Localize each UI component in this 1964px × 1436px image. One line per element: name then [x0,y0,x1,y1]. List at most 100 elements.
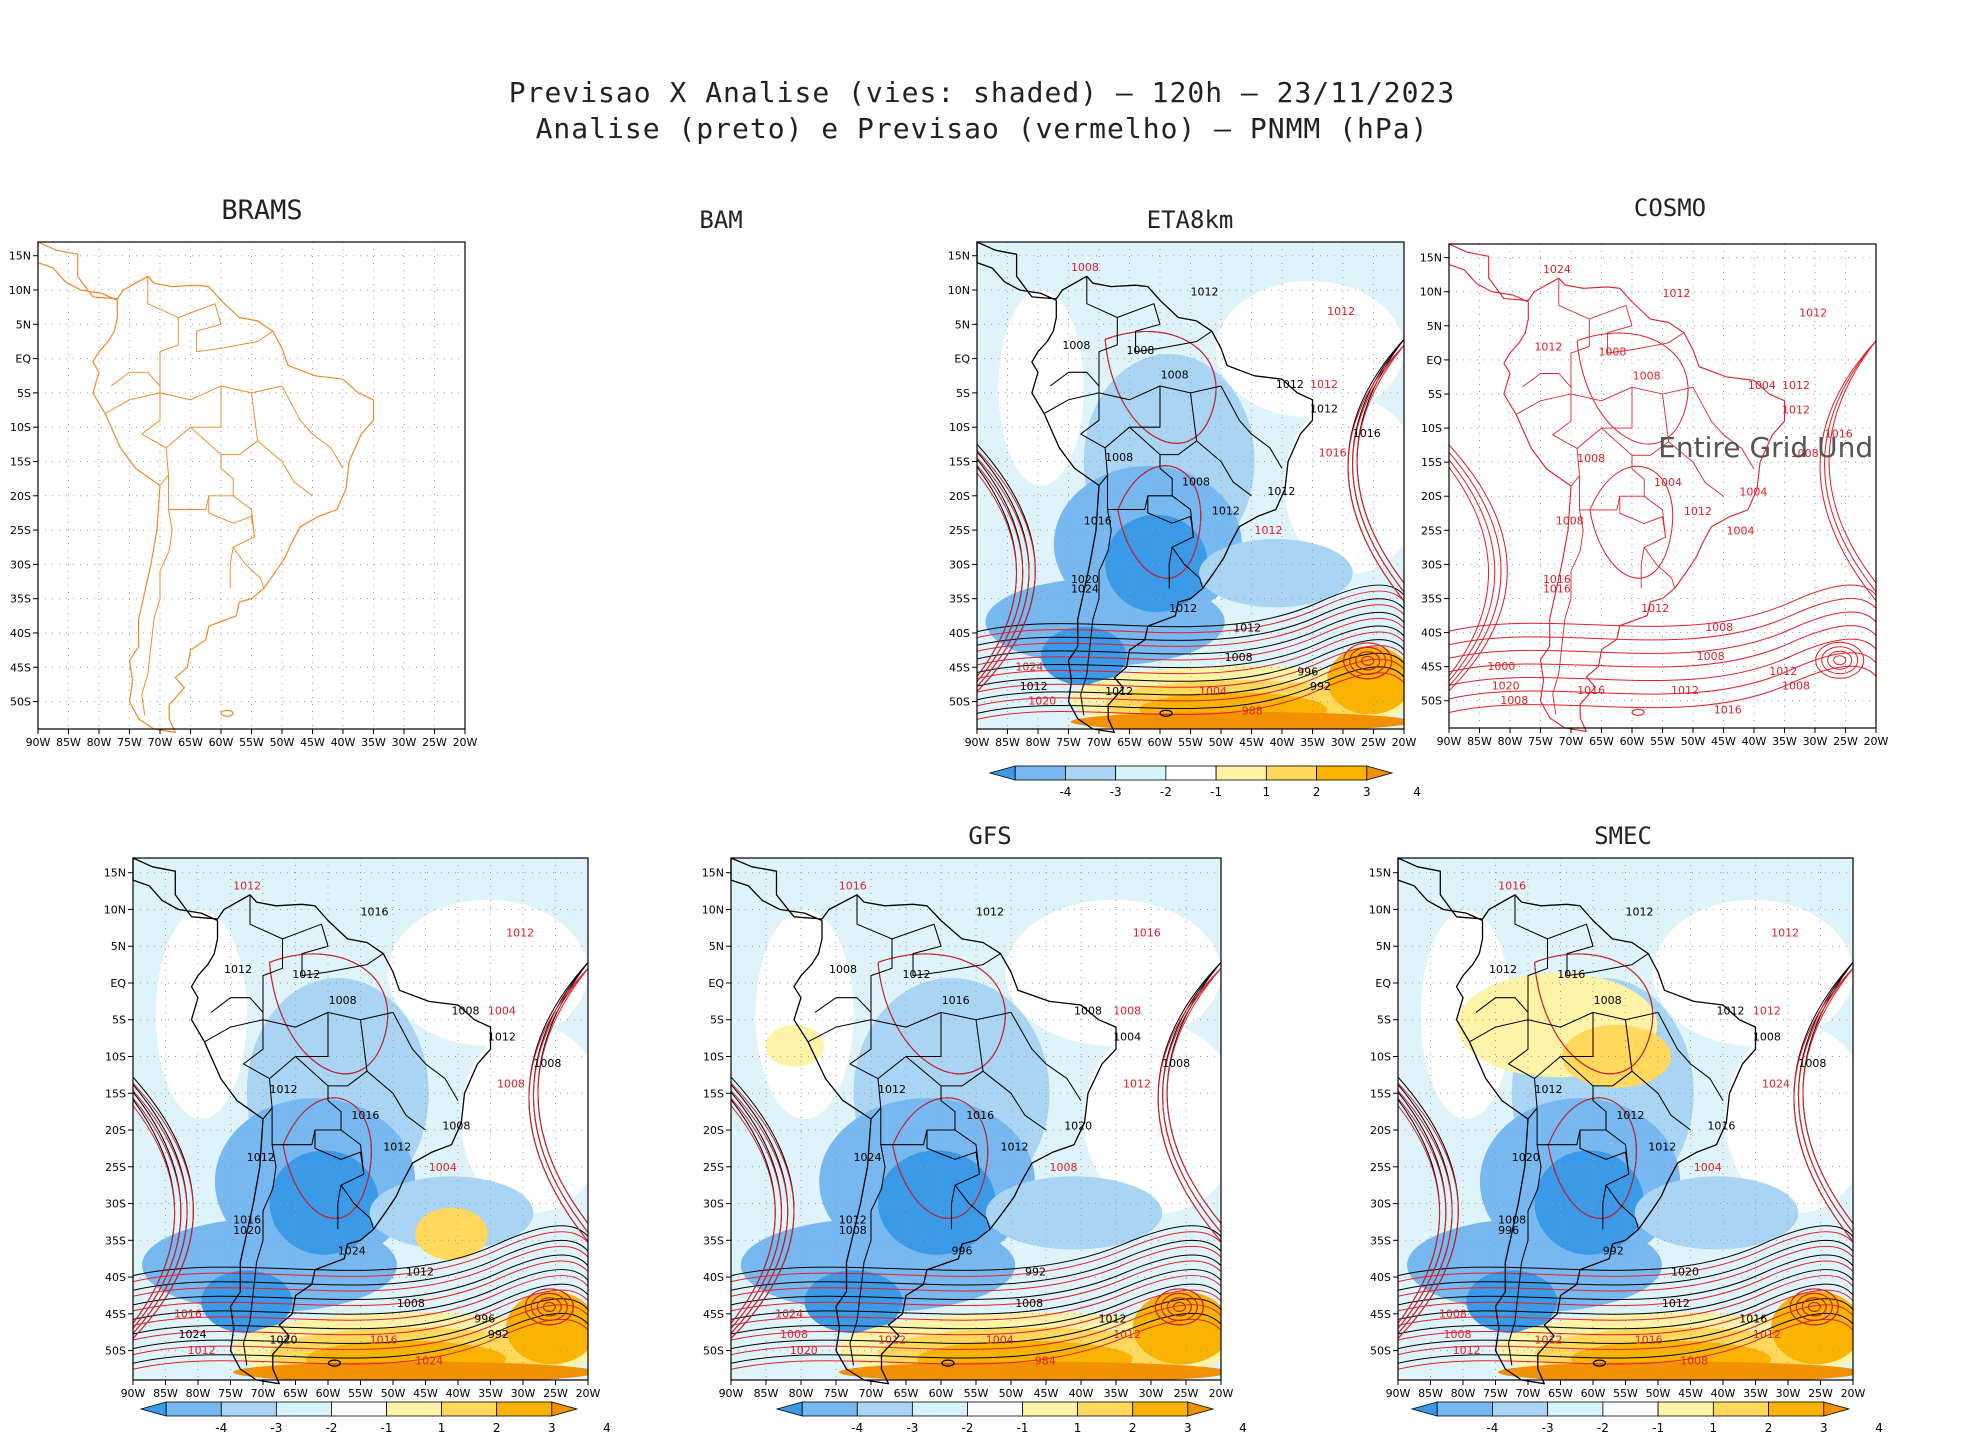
brams-lon-label: 75W [117,736,142,749]
cosmo-country-border [1515,386,1694,415]
cosmo-country-border [1521,373,1580,487]
eta8km-lon-label: 50W [1209,736,1234,749]
unnamed-contour-label: 1012 [292,968,320,981]
gfs-contour-label: 1012 [903,968,931,981]
eta8km-lon-label: 65W [1117,736,1142,749]
unnamed-isobar-line [528,968,588,1242]
eta8km-lon-label: 90W [965,736,990,749]
smec-contour-label: 1012 [1753,1328,1781,1341]
colorbar-label: -4 [1059,785,1071,799]
smec-isobar-line [1398,1254,1853,1306]
unnamed-contour-label: 1004 [488,1005,516,1018]
smec-shade-strong-positive [1498,1361,1853,1380]
colorbar-label: 2 [1129,1421,1137,1435]
unnamed-isobar-line [133,1275,588,1326]
colorbar-label: 4 [1413,785,1421,799]
eta8km-contour-label: 1008 [1071,261,1099,274]
unnamed-lat-label: 15N [104,867,126,880]
smec-lat-label: 10N [1369,903,1391,916]
brams-country-border [110,371,169,486]
gfs-country-border [906,1012,942,1058]
gfs-contour-label: 984 [1035,1354,1056,1367]
gfs-country-border [950,1185,956,1230]
unnamed-isobar-line [133,1231,588,1283]
smec-cyclone-ring [1801,1297,1827,1317]
eta8km-contour-label: 1004 [1199,685,1227,698]
cosmo-contour-label: 1012 [1663,287,1691,300]
unnamed-isobar-line [133,1289,588,1341]
unnamed-lon-label: 40W [446,1387,471,1400]
gfs-isobar-line [731,1269,1221,1320]
eta8km-lon-label: 55W [1178,736,1203,749]
gfs-lon-label: 20W [1209,1387,1234,1400]
gfs-lon-label: 65W [894,1387,919,1400]
smec-lat-label: 25S [1370,1161,1391,1174]
brams-grid [38,242,465,729]
smec-lat-label: 40S [1370,1271,1391,1284]
unnamed-isobar-line [133,1245,588,1297]
cosmo-lon-label: 30W [1803,735,1828,748]
smec-contour-label: 1008 [1594,994,1622,1007]
cosmo-contour-label: 1016 [1714,703,1742,716]
smec-lon-label: 65W [1548,1387,1573,1400]
eta8km-isobar-line [1347,345,1404,602]
smec-lon-label: 55W [1613,1387,1638,1400]
eta8km-bias-shading [977,242,1404,729]
cosmo-lon-label: 80W [1498,735,1523,748]
gfs-country-border [941,1070,984,1087]
eta8km-isobar-line [977,472,1018,677]
cosmo-country-border [1640,547,1645,589]
smec-country-border [1547,923,1649,977]
eta8km-lat-label: 25S [949,524,970,537]
gfs-lon-label: 85W [754,1387,779,1400]
panel-title-brams: BRAMS [221,195,303,226]
smec-contour-label: 1008 [1753,1031,1781,1044]
smec-lat-label: 5S [1377,1014,1391,1027]
eta8km-lon-label: 35W [1300,736,1325,749]
gfs-contour-label: 1012 [878,1083,906,1096]
eta8km-isobar-line [977,617,1404,666]
gfs-lat-label: 35S [703,1234,724,1247]
colorbar-label: 4 [1875,1421,1883,1435]
smec-country-border [1475,997,1538,1120]
gfs-isobar-line [731,1231,1221,1283]
brams-lon-label: 55W [239,736,264,749]
gfs-lat-label: 15N [702,867,724,880]
unnamed-isobar-line [133,1239,588,1291]
unnamed-shade-strong-negative [269,1150,379,1255]
gfs-lat-label: 40S [703,1271,724,1284]
gfs-coastline [730,857,1117,1385]
gfs-isobar-line [731,1318,1221,1370]
cosmo-contour-label: 1012 [1641,602,1669,615]
smec-shade-positive [1561,1025,1671,1088]
gfs-lat-label: 5N [709,940,724,953]
eta8km-contour-label: 1012 [1233,622,1261,635]
colorbar-label: 1 [438,1421,446,1435]
colorbar-bin [165,1401,222,1417]
smec-isobar-line [1398,1239,1853,1291]
smec-coastline [1397,857,1757,1385]
smec-lon-label: 50W [1646,1387,1671,1400]
gfs-contour-label: 1008 [1050,1161,1078,1174]
cosmo-lat-label: 40S [1421,627,1442,640]
unnamed-contour-label: 1020 [270,1333,298,1346]
colorbar-label: 3 [548,1421,556,1435]
gfs-lon-label: 35W [1104,1387,1129,1400]
cosmo-country-border [1552,509,1584,715]
cosmo-cyclone-ring [1827,650,1853,670]
colorbar-bin [801,1401,858,1417]
brams-lat-label: EQ [15,353,31,366]
unnamed-contour-label: 1016 [233,1213,261,1226]
brams-country-border [178,303,274,353]
smec-contour-label: 1016 [1739,1313,1767,1326]
eta8km-contour-label: 1024 [1015,661,1043,674]
eta8km-country-border [1171,495,1195,537]
colorbar-bin [1077,1401,1134,1417]
unnamed-axes: 15N 10N 5N EQ 5S 10S 15S 20S 25S 30S 35S 40S 45S 50S 9… [104,857,601,1400]
unnamed-lon-label: 25W [543,1387,568,1400]
smec-lat-label: 10S [1370,1051,1391,1064]
unnamed-contour-label: 1008 [497,1078,525,1091]
gfs-isobar-line [731,1283,1221,1335]
brams-country-border [165,426,234,510]
colorbar-label: -2 [1597,1421,1609,1435]
